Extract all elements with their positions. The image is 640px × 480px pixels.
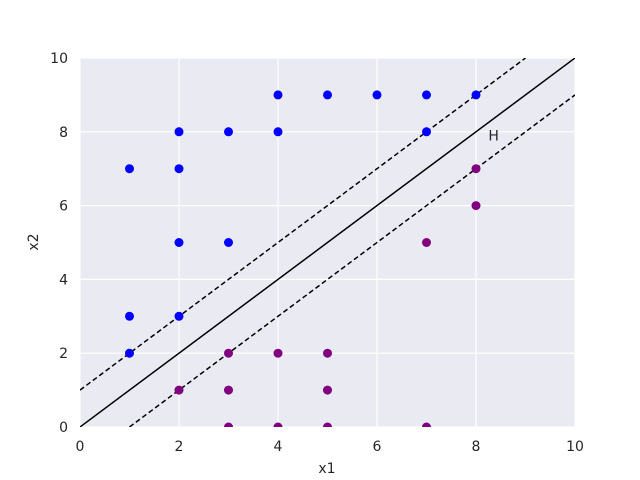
point (273, 348, 283, 358)
point (174, 127, 184, 137)
point (224, 238, 233, 247)
point (125, 311, 134, 321)
point (323, 422, 332, 427)
boundary-line (129, 94, 575, 427)
point (471, 201, 481, 211)
x-tick-label: 6 (373, 439, 382, 455)
point (273, 127, 283, 137)
y-tick-label: 0 (59, 420, 68, 436)
point (224, 385, 233, 395)
annotation: H (488, 128, 499, 144)
point (471, 90, 481, 100)
point (422, 90, 431, 100)
y-tick-label: 4 (59, 272, 68, 288)
x-axis-label: x1 (318, 461, 335, 477)
x-tick-label: 2 (175, 439, 184, 455)
point (174, 311, 184, 321)
y-tick-label: 8 (59, 125, 68, 141)
point (323, 348, 332, 358)
point (422, 127, 431, 137)
x-tick-label: 4 (274, 439, 283, 455)
point (323, 385, 332, 395)
boundary-line (80, 58, 526, 391)
point (372, 90, 382, 100)
point (224, 422, 233, 427)
point (125, 164, 134, 174)
x-tick-label: 0 (76, 439, 85, 455)
point (422, 422, 431, 427)
point (422, 238, 431, 247)
boundary-line (80, 58, 575, 427)
y-tick-label: 2 (59, 346, 68, 362)
point (323, 90, 332, 100)
point (174, 164, 184, 174)
y-tick-label: 10 (50, 51, 68, 67)
point (224, 127, 233, 137)
point (174, 385, 184, 395)
y-tick-label: 6 (59, 199, 68, 215)
point (471, 164, 481, 174)
point (273, 90, 283, 100)
y-axis-label: x2 (26, 233, 42, 250)
point (224, 348, 233, 358)
x-tick-label: 8 (472, 439, 481, 455)
point (125, 348, 134, 358)
point (273, 422, 283, 427)
x-tick-label: 10 (566, 439, 584, 455)
point (174, 238, 184, 247)
